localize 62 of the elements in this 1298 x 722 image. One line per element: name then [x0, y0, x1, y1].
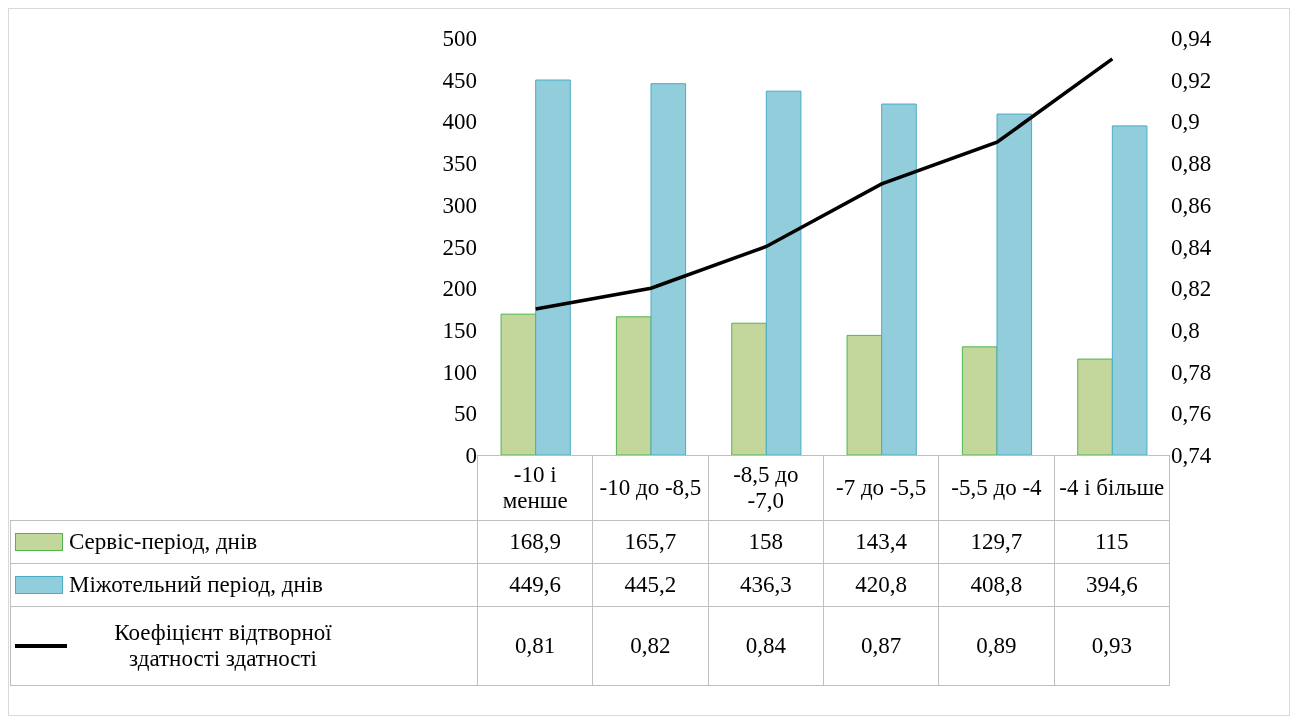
y-tick-label: 250: [442, 234, 477, 260]
y2-tick-label: 0,86: [1171, 192, 1212, 218]
y-tick-label: 0: [465, 443, 477, 469]
y2-tick-label: 0,76: [1171, 401, 1212, 427]
x-tick-label: -10 і менше: [477, 455, 593, 521]
y2-tick-label: 0,74: [1171, 443, 1212, 469]
legend-label: Сервіс-період, днів: [69, 529, 258, 555]
data-label: 129,7: [938, 520, 1055, 564]
bar: [650, 83, 687, 455]
y2-tick-label: 0,8: [1171, 317, 1200, 343]
data-label: 394,6: [1054, 563, 1170, 607]
x-tick-label: -7 до -5,5: [823, 455, 939, 521]
bar: [615, 316, 652, 455]
y-tick-label: 50: [454, 401, 477, 427]
bar: [881, 103, 917, 455]
data-label: 436,3: [708, 563, 824, 607]
x-tick-label: -4 і більше: [1054, 455, 1170, 521]
line-series: [533, 57, 1115, 311]
bar: [500, 313, 537, 455]
y-tick-label: 500: [442, 26, 477, 52]
y-tick-label: 400: [442, 109, 477, 135]
y-tick-label: 200: [442, 276, 477, 302]
data-label: 158: [708, 520, 824, 564]
data-label: 143,4: [823, 520, 939, 564]
data-label: 115: [1054, 520, 1170, 564]
bar: [846, 334, 883, 455]
bar: [996, 113, 1033, 455]
data-label: 0,89: [938, 606, 1055, 686]
data-label: 0,82: [592, 606, 709, 686]
y2-tick-label: 0,88: [1171, 151, 1212, 177]
y2-tick-label: 0,94: [1171, 26, 1212, 52]
data-label: 0,81: [477, 606, 593, 686]
data-label: 168,9: [477, 520, 593, 564]
y-tick-label: 450: [442, 67, 477, 93]
data-label: 445,2: [592, 563, 709, 607]
bar: [731, 322, 767, 455]
data-label: 0,84: [708, 606, 824, 686]
data-label: 165,7: [592, 520, 709, 564]
x-tick-label: -10 до -8,5: [592, 455, 709, 521]
x-tick-label: -8,5 до -7,0: [708, 455, 824, 521]
bar: [765, 90, 802, 455]
y2-tick-label: 0,78: [1171, 359, 1212, 385]
data-label: 0,87: [823, 606, 939, 686]
bar: [1111, 125, 1148, 455]
y-tick-label: 150: [442, 317, 477, 343]
bar: [535, 79, 571, 455]
bar: [1077, 358, 1113, 455]
data-label: 449,6: [477, 563, 593, 607]
y2-tick-label: 0,92: [1171, 67, 1212, 93]
y2-tick-label: 0,84: [1171, 234, 1212, 260]
y2-tick-label: 0,82: [1171, 276, 1212, 302]
y-tick-label: 100: [442, 359, 477, 385]
legend-label: Міжотельний період, днів: [69, 572, 323, 598]
data-label: 408,8: [938, 563, 1055, 607]
y-tick-label: 350: [442, 151, 477, 177]
x-tick-label: -5,5 до -4: [938, 455, 1055, 521]
legend-label: Коефіцієнт відтворної здатності здатності: [113, 620, 333, 672]
data-label: 0,93: [1054, 606, 1170, 686]
bar: [961, 346, 998, 455]
y2-tick-label: 0,9: [1171, 109, 1200, 135]
data-label: 420,8: [823, 563, 939, 607]
y-tick-label: 300: [442, 192, 477, 218]
